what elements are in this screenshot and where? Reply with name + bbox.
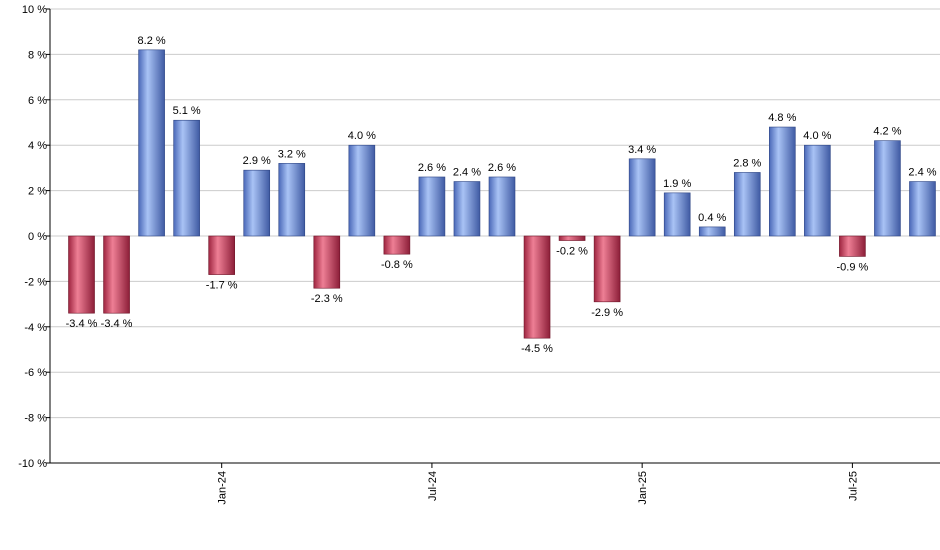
bar xyxy=(383,235,411,255)
data-label: -4.5 % xyxy=(521,343,553,355)
data-label: -3.4 % xyxy=(101,318,133,330)
data-label: 4.8 % xyxy=(768,112,796,124)
bar xyxy=(769,126,796,237)
data-label: 2.4 % xyxy=(453,167,481,179)
bar xyxy=(909,181,936,237)
x-tick-label: Jan-24 xyxy=(217,471,229,505)
bar xyxy=(488,176,516,237)
y-tick-label: -4 % xyxy=(24,322,47,334)
y-tick-label: 0 % xyxy=(28,231,47,243)
data-label: 1.9 % xyxy=(663,178,691,190)
data-label: -2.9 % xyxy=(591,307,623,319)
y-tick-label: -8 % xyxy=(24,413,47,425)
bar xyxy=(698,226,726,237)
data-label: 2.9 % xyxy=(243,155,271,167)
bar xyxy=(733,172,761,237)
bar xyxy=(103,235,130,314)
data-label: 2.4 % xyxy=(908,167,936,179)
bar xyxy=(663,192,691,237)
bar xyxy=(839,235,866,257)
bar xyxy=(313,235,341,289)
bar xyxy=(418,176,446,237)
y-tick-label: 2 % xyxy=(28,186,47,198)
bar xyxy=(804,144,831,237)
data-label: 8.2 % xyxy=(138,35,166,47)
data-label: -0.8 % xyxy=(381,259,413,271)
y-tick-label: -10 % xyxy=(18,458,47,470)
bar xyxy=(243,169,271,237)
data-label: 4.0 % xyxy=(803,130,831,142)
bar xyxy=(68,235,95,314)
data-label: 4.2 % xyxy=(873,126,901,138)
x-tick-label: Jul-25 xyxy=(847,471,859,501)
data-label: -0.2 % xyxy=(556,246,588,258)
bar xyxy=(453,181,481,237)
bar xyxy=(278,163,306,237)
data-label: -3.4 % xyxy=(66,318,98,330)
data-label: 2.6 % xyxy=(418,162,446,174)
data-label: 0.4 % xyxy=(698,212,726,224)
data-label: 2.6 % xyxy=(488,162,516,174)
x-tick-label: Jul-24 xyxy=(427,471,439,501)
x-axis-ticks: Jan-24 Jul-24 Jan-25 Jul-25 xyxy=(217,463,859,505)
bar xyxy=(558,235,586,241)
data-label: 5.1 % xyxy=(173,105,201,117)
data-label: 3.2 % xyxy=(278,148,306,160)
bar xyxy=(628,158,656,237)
y-tick-label: 8 % xyxy=(28,49,47,61)
bars xyxy=(68,49,936,339)
data-label: 4.0 % xyxy=(348,130,376,142)
data-label: -1.7 % xyxy=(206,280,238,292)
y-axis-ticks: 10 % 8 % 6 % 4 % 2 % 0 % -2 % -4 % -6 % -8 % -10 % xyxy=(18,4,50,470)
data-label: 3.4 % xyxy=(628,144,656,156)
data-label: -2.3 % xyxy=(311,293,343,305)
bar xyxy=(523,235,551,339)
data-label: 2.8 % xyxy=(733,157,761,169)
y-tick-label: 10 % xyxy=(22,4,47,16)
y-tick-label: 4 % xyxy=(28,140,47,152)
data-label: -0.9 % xyxy=(837,261,869,273)
x-tick-label: Jan-25 xyxy=(637,471,649,505)
y-tick-label: -2 % xyxy=(24,276,47,288)
bar xyxy=(173,119,200,237)
axes xyxy=(49,9,940,464)
bar xyxy=(874,140,901,237)
bar xyxy=(593,235,621,303)
bar xyxy=(138,49,165,237)
bar xyxy=(208,235,235,275)
bar xyxy=(348,144,376,237)
data-labels: -3.4 % -3.4 % 8.2 % 5.1 % -1.7 % 2.9 % 3.2 % -2… xyxy=(66,35,937,355)
y-tick-label: -6 % xyxy=(24,367,47,379)
y-tick-label: 6 % xyxy=(28,95,47,107)
